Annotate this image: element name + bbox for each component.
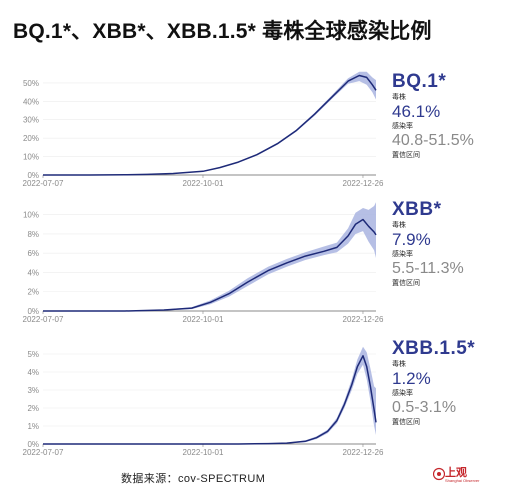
strain-label: 毒株: [392, 361, 406, 368]
logo-text: 上观: [445, 467, 467, 479]
logo-icon: [433, 467, 445, 481]
y-tick-label: 6%: [27, 249, 39, 258]
confidence-band: [43, 346, 376, 444]
series-line: [43, 218, 377, 312]
confidence-band: [43, 71, 376, 175]
x-tick-label: 2022-12-26: [343, 448, 384, 457]
strain-name: BQ.1*: [392, 71, 447, 92]
confidence-interval-label: 置信区间: [392, 419, 420, 426]
y-tick-label: 10%: [23, 211, 39, 220]
x-tick-label: 2022-12-26: [343, 179, 384, 188]
y-tick-label: 1%: [27, 422, 39, 431]
y-tick-label: 8%: [27, 230, 39, 239]
y-tick-label: 3%: [27, 386, 39, 395]
y-tick-label: 2%: [27, 288, 39, 297]
infection-rate-value: 1.2%: [392, 369, 431, 388]
confidence-band: [43, 202, 376, 311]
panel-info-bq1: BQ.1* 毒株 46.1% 感染率 40.8-51.5% 置信区间: [392, 71, 474, 160]
chart-panel-1: 0% 10% 20% 30% 40% 50% 2022-07-07 2022-10-01 202…: [23, 71, 384, 188]
y-tick-label: 5%: [27, 350, 39, 359]
x-tick-label: 2022-07-07: [23, 179, 64, 188]
y-tick-label: 0%: [27, 171, 39, 180]
infection-rate-value: 46.1%: [392, 102, 441, 121]
confidence-interval-label: 置信区间: [392, 280, 420, 287]
confidence-interval-value: 5.5-11.3%: [392, 260, 464, 277]
infection-rate-value: 7.9%: [392, 230, 431, 249]
y-tick-label: 40%: [23, 97, 39, 106]
confidence-interval-value: 40.8-51.5%: [392, 132, 474, 149]
x-tick-label: 2022-07-07: [23, 315, 64, 324]
strain-label: 毒株: [392, 94, 406, 101]
x-tick-label: 2022-07-07: [23, 448, 64, 457]
panel-info-xbb: XBB* 毒株 7.9% 感染率 5.5-11.3% 置信区间: [392, 199, 464, 288]
x-tick-label: 2022-10-01: [183, 315, 224, 324]
chart-panel-2: 0% 2% 4% 6% 8% 10% 2022-07-07 2022-10-01 2022-12…: [23, 202, 384, 324]
strain-name: XBB.1.5*: [392, 338, 476, 359]
y-tick-label: 20%: [23, 134, 39, 143]
y-tick-label: 0%: [27, 440, 39, 449]
y-tick-label: 2%: [27, 404, 39, 413]
strain-name: XBB*: [392, 199, 442, 220]
y-tick-label: 50%: [23, 79, 39, 88]
y-tick-label: 30%: [23, 116, 39, 125]
series-line: [43, 355, 377, 445]
confidence-interval-label: 置信区间: [392, 152, 420, 159]
x-tick-label: 2022-12-26: [343, 315, 384, 324]
x-tick-label: 2022-10-01: [183, 179, 224, 188]
series-line: [43, 74, 377, 176]
logo-subtext: Shanghai Observer: [445, 478, 480, 483]
chart-panel-3: 0% 1% 2% 3% 4% 5% 2022-07-07 2022-10-01 2022-12-…: [23, 346, 384, 457]
infection-rate-label: 感染率: [392, 251, 413, 258]
y-tick-label: 10%: [23, 153, 39, 162]
infection-rate-label: 感染率: [392, 123, 413, 130]
x-tick-label: 2022-10-01: [183, 448, 224, 457]
panel-info-xbb15: XBB.1.5* 毒株 1.2% 感染率 0.5-3.1% 置信区间: [392, 338, 475, 427]
confidence-interval-value: 0.5-3.1%: [392, 399, 457, 416]
strain-label: 毒株: [392, 222, 406, 229]
infection-rate-label: 感染率: [392, 390, 413, 397]
y-tick-label: 4%: [27, 268, 39, 277]
y-tick-label: 0%: [27, 307, 39, 316]
page-title: BQ.1*、XBB*、XBB.1.5* 毒株全球感染比例: [13, 20, 432, 43]
y-tick-label: 4%: [27, 368, 39, 377]
data-source-note: 数据来源：cov-SPECTRUM: [121, 473, 266, 485]
